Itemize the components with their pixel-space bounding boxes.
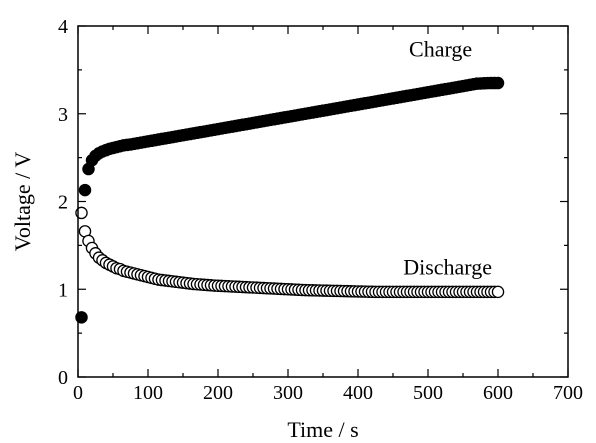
- data-point-charge: [491, 76, 505, 90]
- axis-tick-labels: 0 100 200 300 400 500 600 700 0 1 2 3 4: [58, 16, 583, 404]
- x-tick-label: 300: [273, 382, 303, 404]
- x-tick-label: 600: [483, 382, 513, 404]
- series-discharge: [75, 206, 505, 299]
- y-tick-label: 4: [58, 16, 68, 38]
- series-charge: [75, 76, 505, 324]
- x-axis-title: Time / s: [287, 417, 358, 442]
- x-tick-label: 200: [203, 382, 233, 404]
- y-axis-title: Voltage / V: [10, 152, 35, 252]
- x-tick-label: 100: [133, 382, 163, 404]
- y-tick-label: 1: [58, 279, 68, 301]
- series-label-discharge: Discharge: [403, 254, 492, 279]
- y-tick-label: 3: [58, 104, 68, 126]
- data-point-discharge: [491, 285, 505, 299]
- series-label-charge: Charge: [409, 37, 472, 62]
- y-tick-label: 0: [58, 367, 68, 389]
- x-tick-label: 700: [553, 382, 583, 404]
- y-tick-label: 2: [58, 192, 68, 214]
- data-point-charge: [78, 183, 92, 197]
- x-tick-label: 0: [73, 382, 83, 404]
- plot-frame: [77, 25, 569, 378]
- series-layer: [75, 76, 505, 324]
- x-tick-label: 500: [413, 382, 443, 404]
- x-tick-label: 400: [343, 382, 373, 404]
